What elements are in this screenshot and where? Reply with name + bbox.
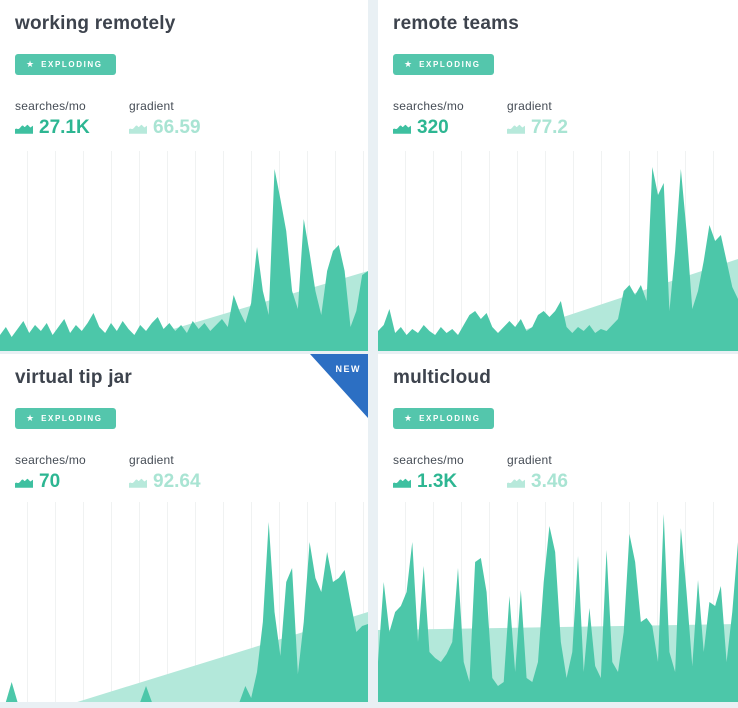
searches-value: 320 [417,117,449,138]
gradient-stat: gradient 77.2 [507,99,621,137]
sparkline-icon [393,124,411,134]
searches-label: searches/mo [15,453,86,467]
badge-label: EXPLODING [41,413,103,423]
sparkline-icon [15,478,33,488]
gradient-stat: gradient 92.64 [129,453,243,491]
topic-card-multicloud[interactable]: multicloud ★ EXPLODING searches/mo 1.3K … [378,354,738,702]
searches-label: searches/mo [15,99,86,113]
stats-row: searches/mo 1.3K gradient 3.46 [393,453,722,491]
new-ribbon-label: NEW [335,364,361,374]
gradient-value: 77.2 [531,117,568,138]
gradient-stat: gradient 66.59 [129,99,243,137]
gradient-label: gradient [129,99,174,113]
searches-value: 1.3K [417,471,458,492]
searches-stat: searches/mo 1.3K [393,453,507,491]
card-header: virtual tip jar ★ EXPLODING searches/mo … [0,354,368,491]
gradient-stat: gradient 3.46 [507,453,621,491]
star-icon: ★ [404,59,413,69]
topic-card-virtual-tip-jar[interactable]: NEW virtual tip jar ★ EXPLODING searches… [0,354,368,702]
exploding-badge: ★ EXPLODING [393,54,494,75]
sparkline-icon [129,124,147,134]
gradient-value: 92.64 [153,471,201,492]
card-header: working remotely ★ EXPLODING searches/mo… [0,0,368,137]
searches-stat: searches/mo 70 [15,453,129,491]
sparkline-icon [507,124,525,134]
topic-title: remote teams [393,13,519,34]
trend-chart [0,151,368,351]
star-icon: ★ [404,413,413,423]
badge-label: EXPLODING [41,59,103,69]
topic-title: multicloud [393,367,492,388]
gradient-label: gradient [507,453,552,467]
trend-chart [0,502,368,702]
exploding-badge: ★ EXPLODING [15,54,116,75]
badge-label: EXPLODING [419,59,481,69]
star-icon: ★ [26,59,35,69]
searches-label: searches/mo [393,99,464,113]
searches-value: 70 [39,471,61,492]
searches-value: 27.1K [39,117,90,138]
trend-chart [378,502,738,702]
trend-chart [378,151,738,351]
card-header: multicloud ★ EXPLODING searches/mo 1.3K … [378,354,738,491]
sparkline-icon [393,478,411,488]
gradient-value: 3.46 [531,471,568,492]
sparkline-icon [129,478,147,488]
topic-title: working remotely [15,13,176,34]
exploding-badge: ★ EXPLODING [15,408,116,429]
card-header: remote teams ★ EXPLODING searches/mo 320… [378,0,738,137]
searches-label: searches/mo [393,453,464,467]
sparkline-icon [507,478,525,488]
topic-title: virtual tip jar [15,367,133,388]
searches-stat: searches/mo 27.1K [15,99,129,137]
gradient-label: gradient [129,453,174,467]
topic-card-working-remotely[interactable]: working remotely ★ EXPLODING searches/mo… [0,0,368,351]
searches-stat: searches/mo 320 [393,99,507,137]
exploding-badge: ★ EXPLODING [393,408,494,429]
topic-card-remote-teams[interactable]: remote teams ★ EXPLODING searches/mo 320… [378,0,738,351]
gradient-label: gradient [507,99,552,113]
star-icon: ★ [26,413,35,423]
stats-row: searches/mo 70 gradient 92.64 [15,453,352,491]
gradient-value: 66.59 [153,117,201,138]
stats-row: searches/mo 320 gradient 77.2 [393,99,722,137]
sparkline-icon [15,124,33,134]
stats-row: searches/mo 27.1K gradient 66.59 [15,99,352,137]
badge-label: EXPLODING [419,413,481,423]
